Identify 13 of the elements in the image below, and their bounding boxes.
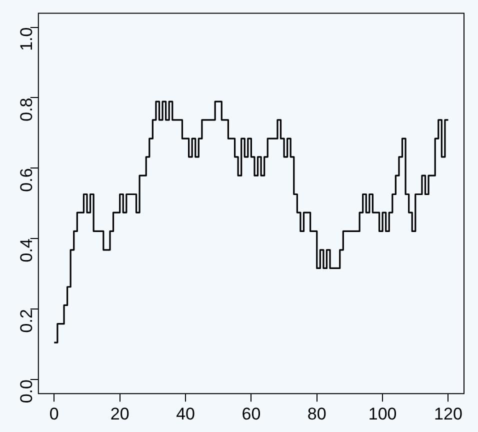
y-tick-label: 0.2 xyxy=(17,309,36,333)
x-tick-label: 100 xyxy=(368,404,397,424)
y-tick-label: 0.0 xyxy=(17,380,36,404)
y-tick-label: 0.8 xyxy=(17,98,36,122)
y-tick-label: 0.6 xyxy=(17,168,36,192)
x-tick-label: 80 xyxy=(307,404,326,424)
x-tick-label: 60 xyxy=(242,404,261,424)
y-tick-label: 0.4 xyxy=(17,238,36,262)
x-tick-label: 20 xyxy=(110,404,130,424)
y-tick-label: 1.0 xyxy=(17,27,36,51)
x-tick-label: 40 xyxy=(176,404,195,424)
x-tick-label: 120 xyxy=(434,404,462,424)
x-tick-label: 0 xyxy=(49,404,59,424)
